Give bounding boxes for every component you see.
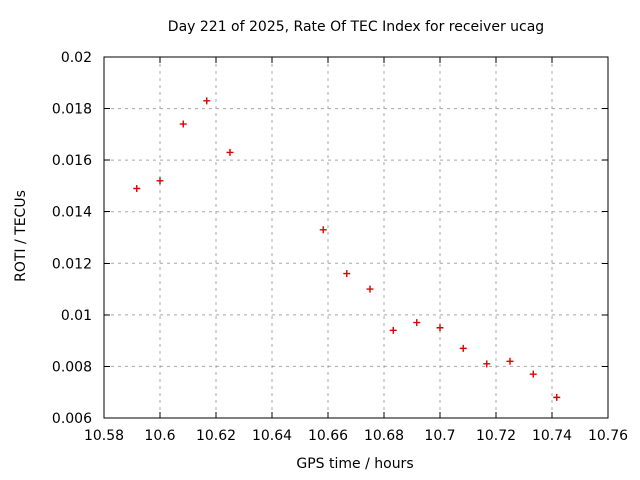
- y-tick-label: 0.012: [52, 256, 92, 272]
- y-tick-label: 0.014: [52, 205, 92, 221]
- x-tick-label: 10.66: [308, 428, 348, 444]
- data-point-marker: [483, 360, 491, 368]
- x-tick-label: 10.7: [424, 428, 455, 444]
- data-point-marker: [553, 393, 561, 401]
- y-tick-label: 0.02: [61, 50, 92, 66]
- y-tick-label: 0.016: [52, 153, 92, 169]
- chart-title: Day 221 of 2025, Rate Of TEC Index for r…: [167, 19, 545, 35]
- x-tick-label: 10.68: [364, 428, 404, 444]
- data-point-marker: [133, 185, 141, 193]
- data-point-marker: [529, 370, 537, 378]
- data-point-marker: [506, 357, 514, 365]
- x-tick-label: 10.72: [476, 428, 516, 444]
- data-point-marker: [366, 285, 374, 293]
- x-tick-label: 10.62: [196, 428, 236, 444]
- data-point-marker: [179, 120, 187, 128]
- data-point-marker: [226, 148, 234, 156]
- data-point-marker: [459, 344, 467, 352]
- x-axis-label: GPS time / hours: [296, 456, 414, 472]
- data-point-marker: [343, 270, 351, 278]
- data-point-marker: [203, 97, 211, 105]
- y-tick-label: 0.01: [61, 308, 92, 324]
- x-tick-label: 10.6: [144, 428, 175, 444]
- x-tick-label: 10.74: [532, 428, 572, 444]
- x-tick-label: 10.64: [252, 428, 292, 444]
- data-point-marker: [389, 326, 397, 334]
- data-point-marker: [319, 226, 327, 234]
- x-tick-label: 10.58: [84, 428, 124, 444]
- data-point-marker: [156, 177, 164, 185]
- y-tick-label: 0.018: [52, 102, 92, 118]
- x-tick-label: 10.76: [588, 428, 628, 444]
- data-point-marker: [413, 319, 421, 327]
- data-point-marker: [436, 324, 444, 332]
- plot-border: [103, 56, 609, 419]
- y-tick-label: 0.006: [52, 411, 92, 427]
- y-tick-label: 0.008: [52, 359, 92, 375]
